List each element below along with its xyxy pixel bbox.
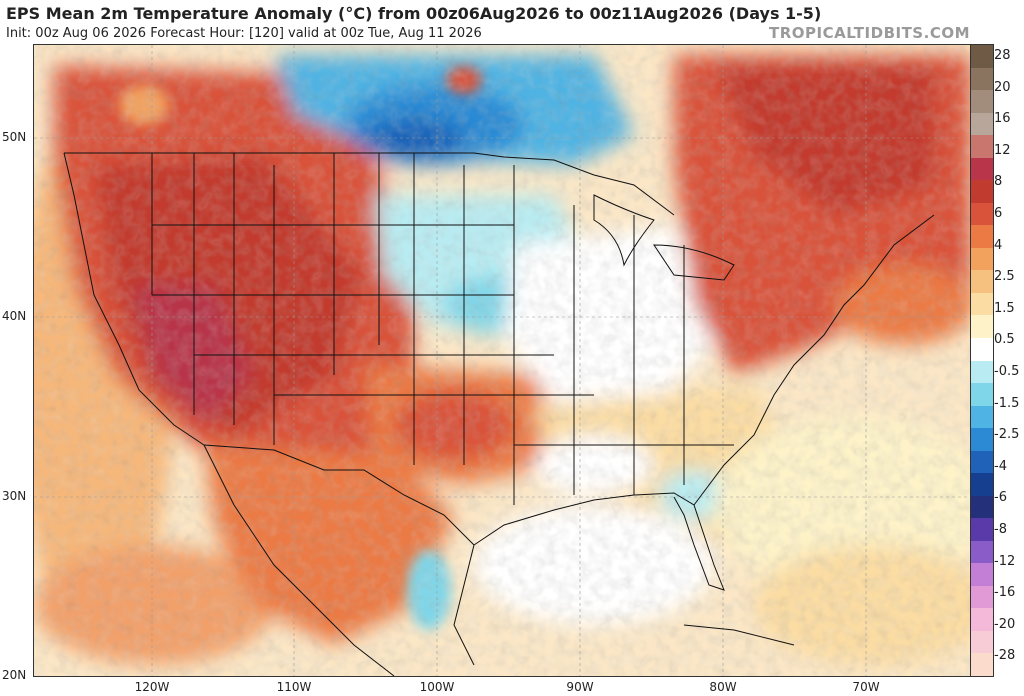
colorbar-tick-label: -28 (994, 648, 1016, 664)
anomaly-map-canvas (34, 45, 971, 676)
colorbar-segment (971, 337, 993, 361)
lon-label-100w: 100W (419, 680, 455, 694)
colorbar-tick-label: -1.5 (994, 395, 1020, 411)
colorbar-segment (971, 315, 993, 339)
colorbar-tick-label: 20 (994, 79, 1011, 95)
colorbar-segment (971, 540, 993, 564)
colorbar-tick-label: -2.5 (994, 427, 1020, 443)
colorbar-tick-label: -0.5 (994, 364, 1020, 379)
colorbar-segment (971, 247, 993, 271)
colorbar-segment (971, 383, 993, 407)
colorbar-segment (971, 473, 993, 497)
colorbar-segment (971, 292, 993, 316)
colorbar-segment (971, 585, 993, 609)
lat-label-20n: 20N (2, 668, 27, 682)
lon-label-120w: 120W (134, 680, 170, 694)
colorbar-tick-label: 2.5 (994, 269, 1015, 285)
colorbar (970, 44, 994, 677)
colorbar-segment (971, 563, 993, 587)
colorbar-tick-label: 1.5 (994, 300, 1015, 316)
colorbar-segment (971, 428, 993, 452)
colorbar-segment (971, 608, 993, 632)
colorbar-tick-label: 12 (994, 142, 1011, 158)
colorbar-segment (971, 180, 993, 204)
colorbar-tick-label: -16 (994, 585, 1016, 601)
colorbar-tick-label: -4 (994, 458, 1007, 474)
colorbar-segment (971, 495, 993, 519)
colorbar-tick-label: -8 (994, 522, 1007, 537)
colorbar-segment (971, 157, 993, 181)
colorbar-segment (971, 653, 993, 677)
colorbar-tick-label: 28 (994, 48, 1011, 63)
lat-label-50n: 50N (2, 130, 27, 144)
lon-label-70w: 70W (852, 680, 880, 694)
colorbar-segment (971, 90, 993, 114)
colorbar-segment (971, 630, 993, 654)
colorbar-tick-label: -20 (994, 616, 1016, 632)
colorbar-segment (971, 67, 993, 91)
lon-label-80w: 80W (709, 680, 737, 694)
colorbar-segment (971, 45, 993, 69)
colorbar-segment (971, 450, 993, 474)
colorbar-segment (971, 360, 993, 384)
colorbar-tick-label: -6 (994, 490, 1007, 506)
colorbar-segment (971, 202, 993, 226)
colorbar-tick-label: 4 (994, 237, 1003, 253)
colorbar-tick-label: -12 (994, 553, 1016, 569)
colorbar-segment (971, 405, 993, 429)
lon-label-90w: 90W (566, 680, 594, 694)
colorbar-tick-label: 6 (994, 206, 1003, 221)
map-subtitle: Init: 00z Aug 06 2026 Forecast Hour: [12… (6, 26, 482, 41)
colorbar-tick-label: 16 (994, 111, 1011, 127)
colorbar-segment (971, 112, 993, 136)
colorbar-segment (971, 225, 993, 249)
boundaries (63, 152, 935, 676)
colorbar-tick-label: 8 (994, 174, 1003, 190)
lon-label-110w: 110W (276, 680, 312, 694)
lat-label-40n: 40N (2, 309, 27, 323)
lat-label-30n: 30N (2, 489, 27, 503)
colorbar-segment (971, 518, 993, 542)
brand-watermark: TROPICALTIDBITS.COM (769, 24, 970, 42)
colorbar-segment (971, 270, 993, 294)
map-title: EPS Mean 2m Temperature Anomaly (°C) fro… (6, 4, 822, 23)
anomaly-map (33, 44, 972, 677)
colorbar-tick-label: 0.5 (994, 332, 1015, 348)
colorbar-segment (971, 135, 993, 159)
graticule (34, 45, 971, 676)
